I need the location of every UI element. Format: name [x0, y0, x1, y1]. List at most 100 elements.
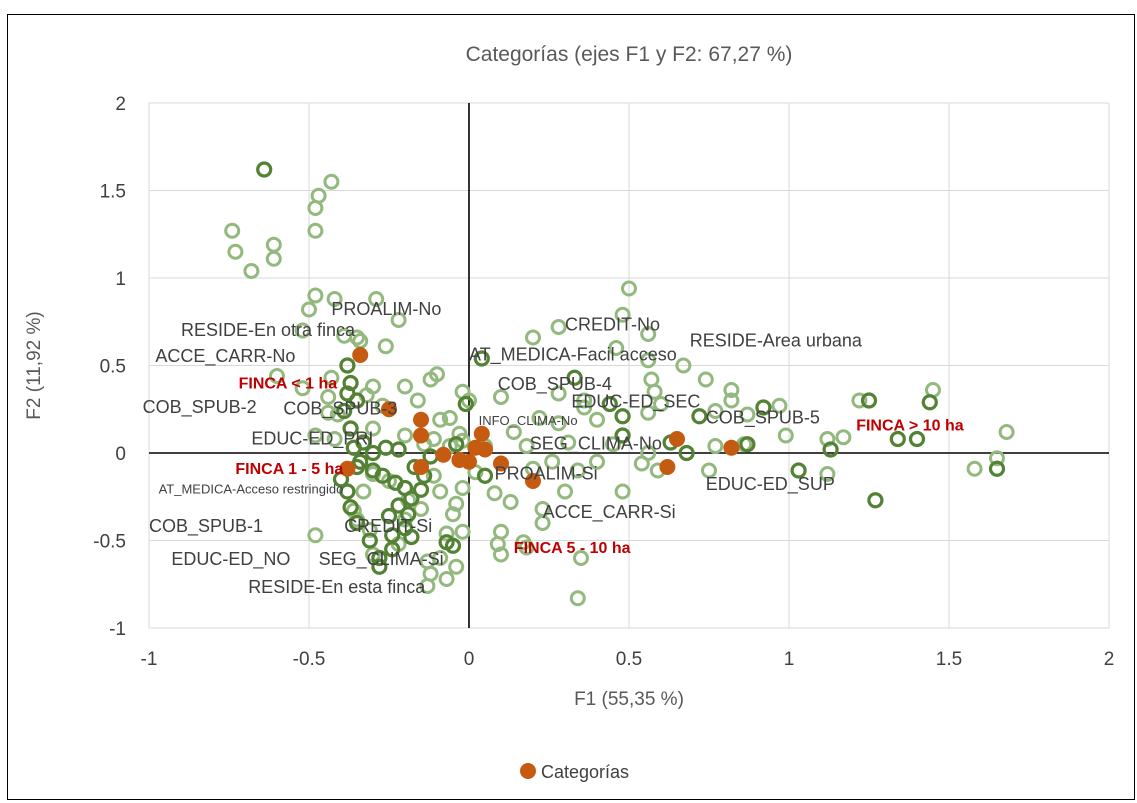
observation-point: [989, 450, 1005, 467]
observation-point: [377, 338, 394, 355]
observation-point: [307, 527, 324, 544]
chart-title: Categorías (ejes F1 y F2: 67,27 %): [466, 43, 793, 66]
observation-point: [448, 558, 465, 575]
point-label: INFO_CLIMA-No: [479, 413, 578, 428]
observation-point-dark: [345, 439, 362, 456]
observation-point: [614, 306, 631, 323]
observation-point: [349, 329, 365, 346]
observation-point: [605, 436, 621, 453]
observation-point: [653, 396, 669, 412]
observation-point-dark: [988, 460, 1006, 477]
observation-point: [576, 392, 593, 409]
observation-point: [320, 404, 337, 421]
legend-marker: [520, 763, 536, 779]
observation-point: [461, 392, 477, 409]
chart-frame: Categorías (ejes F1 y F2: 67,27 %) -1 -0.…: [7, 14, 1135, 800]
observation-point: [640, 326, 657, 342]
category-label: FINCA 5 - 10 ha: [514, 540, 631, 557]
legend-label: Categorías: [541, 762, 629, 782]
x-tick-label: 0: [464, 649, 475, 670]
observation-point: [505, 424, 522, 440]
observation-point: [361, 522, 378, 538]
x-tick-label: 1: [784, 649, 795, 670]
observation-point: [441, 410, 458, 426]
observation-point-dark: [400, 506, 417, 523]
point-label: SEG_CLIMA-Si: [319, 549, 444, 570]
observation-point: [425, 431, 442, 447]
observation-point: [432, 483, 449, 500]
observation-point-dark: [473, 350, 490, 367]
grid-lines: [148, 102, 1110, 629]
observation-point-dark: [790, 462, 807, 479]
observation-point: [294, 322, 311, 339]
observation-point: [397, 378, 413, 395]
observation-point: [265, 250, 282, 267]
observation-point: [409, 392, 426, 409]
category-point: [413, 459, 429, 475]
y-tick-label: 1.5: [100, 182, 126, 203]
point-label: ACCE_CARR-Si: [543, 502, 676, 523]
observation-point-dark: [390, 497, 407, 514]
observation-point-dark: [755, 399, 772, 416]
observation-point: [525, 329, 541, 346]
observation-point: [265, 236, 282, 253]
observation-point-dark: [374, 467, 391, 484]
observation-point: [413, 501, 429, 517]
observation-point-dark: [476, 467, 494, 484]
observation-point: [576, 399, 593, 416]
observation-point: [493, 546, 509, 563]
observation-point: [560, 434, 577, 451]
category-point: [413, 411, 429, 428]
observation-point: [269, 368, 285, 384]
point-label: PROALIM-Si: [495, 463, 598, 483]
category-point: [669, 431, 685, 447]
observation-point: [368, 291, 385, 307]
observation-point: [608, 340, 625, 356]
scatter-chart: Categorías (ejes F1 y F2: 67,27 %) -1 -0.…: [24, 43, 1114, 782]
observation-point: [557, 483, 573, 500]
y-tick-label: -0.5: [93, 532, 126, 553]
observation-point: [707, 403, 724, 419]
observation-point-dark: [377, 439, 394, 456]
observation-point-dark: [908, 430, 926, 448]
point-label: SEG_CLIMA-No: [530, 434, 662, 455]
observation-point: [569, 590, 586, 607]
observation-point: [518, 438, 535, 454]
point-label: RESIDE-En esta finca: [248, 577, 426, 597]
observation-point-dark: [403, 528, 420, 546]
y-axis-title: F2 (11,92 %): [24, 311, 45, 419]
observation-point-dark: [361, 532, 378, 549]
observation-point-dark: [390, 441, 407, 458]
category-point: [525, 473, 541, 489]
observation-point: [835, 429, 852, 446]
observation-point-dark: [342, 499, 359, 516]
observation-point-dark: [457, 395, 474, 413]
point-label: COB_SPUB-5: [706, 407, 820, 428]
observation-point-dark: [364, 444, 382, 462]
observation-point: [640, 404, 657, 421]
observation-point-dark: [678, 444, 695, 462]
x-axis-title: F1 (55,35 %): [574, 689, 684, 710]
observation-point: [589, 453, 605, 470]
observation-point: [243, 263, 260, 279]
category-point: [461, 453, 477, 470]
observation-point: [454, 523, 471, 540]
observation-point-dark: [412, 481, 430, 498]
observation-point: [493, 389, 509, 405]
observation-point: [646, 383, 663, 400]
observation-point-dark: [336, 402, 353, 420]
category-point: [493, 455, 509, 472]
observation-point: [851, 392, 868, 409]
observation-point: [502, 494, 519, 510]
observation-point: [518, 539, 535, 556]
observation-point: [310, 187, 327, 204]
point-label: COB_SPUB-3: [283, 399, 397, 420]
point-label: EDUC-ED_PRI: [251, 428, 373, 449]
observation-point-dark: [448, 436, 465, 453]
observation-point: [739, 406, 756, 423]
category-point: [473, 425, 490, 442]
observation-point: [723, 382, 740, 398]
observation-point: [355, 483, 372, 500]
observation-point-dark: [380, 507, 398, 525]
observation-point: [534, 515, 551, 531]
